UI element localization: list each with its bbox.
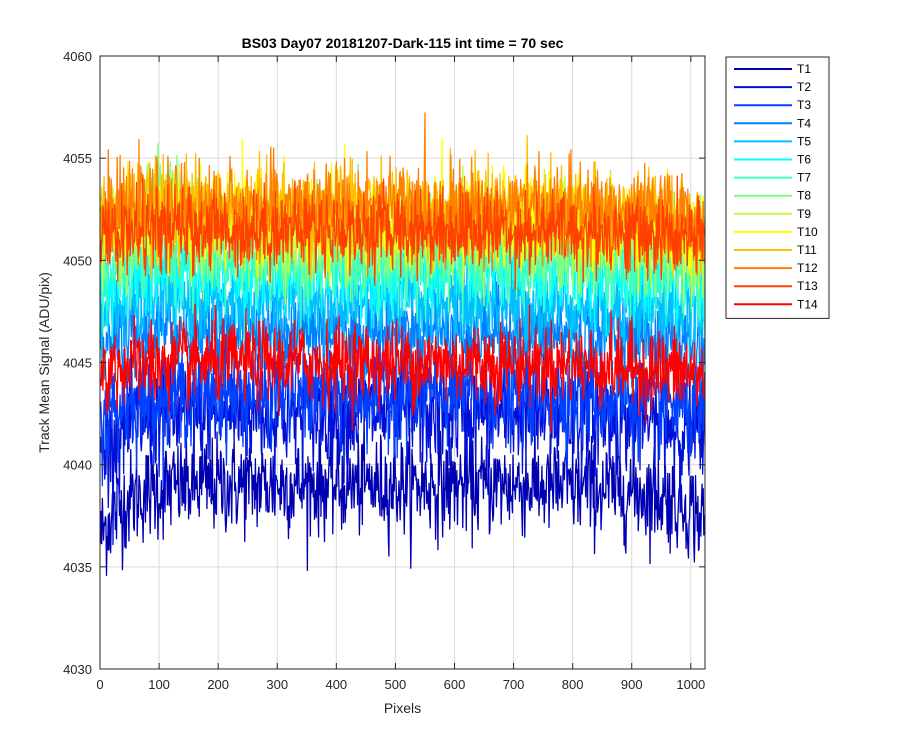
x-tick-label: 100 bbox=[148, 677, 170, 692]
y-tick-label: 4055 bbox=[63, 151, 92, 166]
y-tick-label: 4030 bbox=[63, 662, 92, 677]
x-tick-label: 900 bbox=[621, 677, 643, 692]
chart-title: BS03 Day07 20181207-Dark-115 int time = … bbox=[242, 35, 564, 51]
x-tick-label: 800 bbox=[562, 677, 584, 692]
series-line-t14 bbox=[100, 303, 705, 434]
y-tick-label: 4040 bbox=[63, 458, 92, 473]
legend-box bbox=[725, 56, 830, 319]
x-tick-label: 1000 bbox=[676, 677, 705, 692]
y-tick-label: 4050 bbox=[63, 253, 92, 268]
legend-label-t8: T8 bbox=[797, 189, 811, 203]
y-tick-label: 4035 bbox=[63, 560, 92, 575]
x-tick-label: 0 bbox=[96, 677, 103, 692]
x-tick-label: 500 bbox=[385, 677, 407, 692]
series-lines bbox=[100, 112, 705, 577]
legend-label-t6: T6 bbox=[797, 153, 811, 167]
legend-label-t10: T10 bbox=[797, 225, 818, 239]
x-tick-label: 600 bbox=[444, 677, 466, 692]
legend-label-t9: T9 bbox=[797, 207, 811, 221]
legend-label-t12: T12 bbox=[797, 261, 818, 275]
ticks: 0 100 200 300 400 500 600 700 800 900 1000 4030 4035… bbox=[63, 49, 705, 692]
legend-label-t13: T13 bbox=[797, 279, 818, 293]
y-tick-label: 4045 bbox=[63, 356, 92, 371]
legend: T1 T2 T3 T4 T5 T6 T7 T8 T9 T10 T11 T12 T13 T14 bbox=[725, 56, 830, 319]
y-axis-label: Track Mean Signal (ADU/pix) bbox=[36, 272, 52, 453]
series-line-t1 bbox=[100, 405, 705, 577]
legend-label-t11: T11 bbox=[797, 243, 817, 257]
series-line-t3 bbox=[100, 319, 705, 489]
x-tick-label: 700 bbox=[503, 677, 525, 692]
plot-area: 0 100 200 300 400 500 600 700 800 900 1000 4030 4035… bbox=[63, 49, 706, 692]
legend-label-t7: T7 bbox=[797, 171, 811, 185]
x-tick-label: 400 bbox=[325, 677, 347, 692]
legend-label-t3: T3 bbox=[797, 98, 811, 112]
series-line-t13 bbox=[100, 175, 705, 291]
legend-label-t2: T2 bbox=[797, 80, 811, 94]
legend-label-t14: T14 bbox=[797, 297, 818, 311]
x-axis-label: Pixels bbox=[384, 700, 421, 716]
y-tick-label: 4060 bbox=[63, 49, 92, 64]
x-tick-label: 300 bbox=[266, 677, 288, 692]
legend-label-t4: T4 bbox=[797, 116, 811, 130]
x-tick-label: 200 bbox=[207, 677, 229, 692]
legend-label-t1: T1 bbox=[797, 62, 811, 76]
legend-label-t5: T5 bbox=[797, 134, 811, 148]
